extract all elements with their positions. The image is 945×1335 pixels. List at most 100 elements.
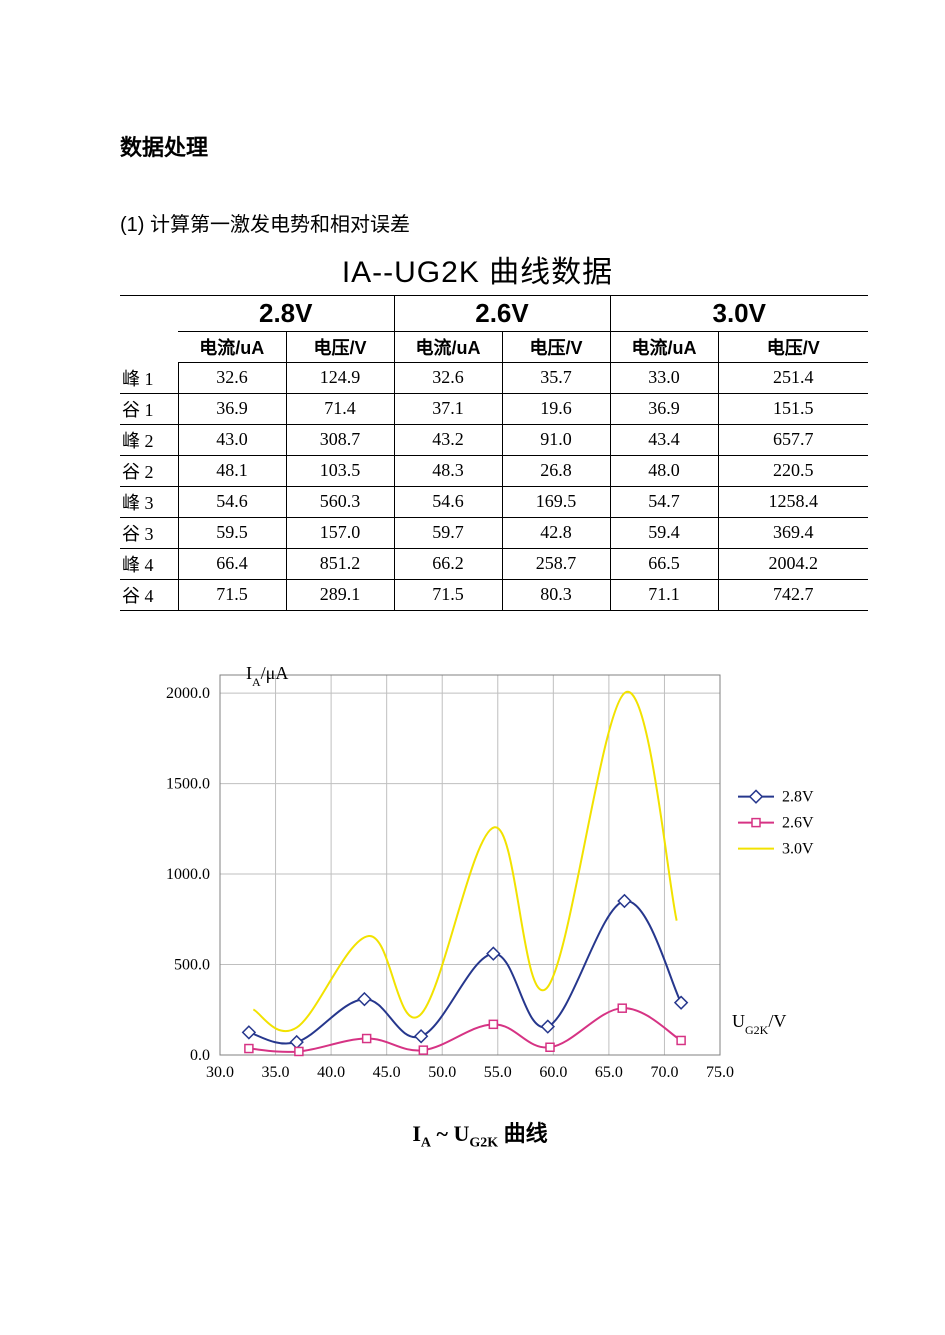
series-marker (295, 1047, 303, 1055)
table-cell: 19.6 (502, 393, 610, 424)
item-1-text: 计算第一激发电势和相对误差 (150, 214, 410, 236)
table-cell: 169.5 (502, 486, 610, 517)
table-row-label: 谷 3 (120, 517, 178, 548)
svg-text:2000.0: 2000.0 (166, 685, 210, 702)
line-chart: 30.035.040.045.050.055.060.065.070.075.0… (120, 645, 840, 1105)
table-row: 谷 136.971.437.119.636.9151.5 (120, 393, 868, 424)
table-cell: 59.7 (394, 517, 502, 548)
series-marker (677, 1036, 685, 1044)
table-cell: 42.8 (502, 517, 610, 548)
table-cell: 71.1 (610, 579, 718, 610)
table-row: 峰 466.4851.266.2258.766.52004.2 (120, 548, 868, 579)
table-cell: 54.6 (394, 486, 502, 517)
item-1-heading: (1) 计算第一激发电势和相对误差 (120, 208, 835, 237)
svg-text:0.0: 0.0 (190, 1047, 210, 1064)
series-marker (419, 1046, 427, 1054)
table-row: 峰 354.6560.354.6169.554.71258.4 (120, 486, 868, 517)
table-cell: 48.1 (178, 455, 286, 486)
table-row-label: 谷 4 (120, 579, 178, 610)
table-cell: 91.0 (502, 424, 610, 455)
table-cell: 124.9 (286, 363, 394, 394)
table-cell: 251.4 (718, 363, 868, 394)
table-cell: 289.1 (286, 579, 394, 610)
svg-text:70.0: 70.0 (650, 1064, 678, 1081)
table-cell: 66.4 (178, 548, 286, 579)
section-heading: 数据处理 (120, 130, 835, 162)
table-cell: 37.1 (394, 393, 502, 424)
svg-text:65.0: 65.0 (595, 1064, 623, 1081)
table-cell: 36.9 (178, 393, 286, 424)
chart-container: 30.035.040.045.050.055.060.065.070.075.0… (120, 645, 840, 1151)
table-cell: 851.2 (286, 548, 394, 579)
table-title: IA--UG2K 曲线数据 (120, 247, 835, 291)
table-sub-header: 电流/uA (394, 332, 502, 363)
svg-text:35.0: 35.0 (262, 1064, 290, 1081)
table-stub (120, 296, 178, 332)
svg-text:500.0: 500.0 (174, 956, 210, 973)
table-row-label: 峰 4 (120, 548, 178, 579)
legend-label: 2.8V (782, 788, 814, 805)
series-marker (363, 1034, 371, 1042)
svg-text:30.0: 30.0 (206, 1064, 234, 1081)
svg-text:45.0: 45.0 (373, 1064, 401, 1081)
table-row-label: 峰 2 (120, 424, 178, 455)
table-sub-header: 电压/V (502, 332, 610, 363)
table-row-label: 谷 1 (120, 393, 178, 424)
svg-text:75.0: 75.0 (706, 1064, 734, 1081)
table-cell: 220.5 (718, 455, 868, 486)
series-marker (245, 1044, 253, 1052)
table-cell: 258.7 (502, 548, 610, 579)
table-cell: 32.6 (394, 363, 502, 394)
table-cell: 742.7 (718, 579, 868, 610)
table-sub-header: 电压/V (718, 332, 868, 363)
svg-text:40.0: 40.0 (317, 1064, 345, 1081)
table-cell: 560.3 (286, 486, 394, 517)
table-cell: 151.5 (718, 393, 868, 424)
table-row: 峰 243.0308.743.291.043.4657.7 (120, 424, 868, 455)
data-table: 2.8V2.6V3.0V 电流/uA电压/V电流/uA电压/V电流/uA电压/V… (120, 295, 868, 611)
table-cell: 35.7 (502, 363, 610, 394)
table-stub (120, 332, 178, 363)
table-cell: 43.2 (394, 424, 502, 455)
table-row-label: 峰 1 (120, 363, 178, 394)
table-cell: 48.0 (610, 455, 718, 486)
table-row: 谷 471.5289.171.580.371.1742.7 (120, 579, 868, 610)
table-cell: 103.5 (286, 455, 394, 486)
svg-text:UG2K/V: UG2K/V (732, 1011, 786, 1037)
table-cell: 43.4 (610, 424, 718, 455)
table-cell: 43.0 (178, 424, 286, 455)
table-sub-header: 电流/uA (610, 332, 718, 363)
table-group-header: 2.8V (178, 296, 394, 332)
svg-text:60.0: 60.0 (539, 1064, 567, 1081)
table-cell: 33.0 (610, 363, 718, 394)
table-cell: 66.5 (610, 548, 718, 579)
item-1-prefix: (1) (120, 214, 144, 236)
table-cell: 66.2 (394, 548, 502, 579)
table-group-header: 3.0V (610, 296, 868, 332)
table-cell: 369.4 (718, 517, 868, 548)
table-cell: 32.6 (178, 363, 286, 394)
series-marker (489, 1020, 497, 1028)
series-marker (618, 1004, 626, 1012)
svg-text:50.0: 50.0 (428, 1064, 456, 1081)
table-cell: 54.7 (610, 486, 718, 517)
table-row-label: 谷 2 (120, 455, 178, 486)
table-cell: 71.5 (394, 579, 502, 610)
table-cell: 59.5 (178, 517, 286, 548)
table-cell: 157.0 (286, 517, 394, 548)
table-cell: 2004.2 (718, 548, 868, 579)
table-cell: 308.7 (286, 424, 394, 455)
table-cell: 71.5 (178, 579, 286, 610)
table-cell: 71.4 (286, 393, 394, 424)
table-row-label: 峰 3 (120, 486, 178, 517)
table-sub-header: 电流/uA (178, 332, 286, 363)
legend-label: 3.0V (782, 840, 814, 857)
table-cell: 48.3 (394, 455, 502, 486)
table-cell: 80.3 (502, 579, 610, 610)
chart-caption: IA ~ UG2K 曲线 (120, 1116, 840, 1151)
table-group-header: 2.6V (394, 296, 610, 332)
table-row: 谷 248.1103.548.326.848.0220.5 (120, 455, 868, 486)
legend-label: 2.6V (782, 814, 814, 831)
svg-text:1500.0: 1500.0 (166, 775, 210, 792)
table-sub-header: 电压/V (286, 332, 394, 363)
